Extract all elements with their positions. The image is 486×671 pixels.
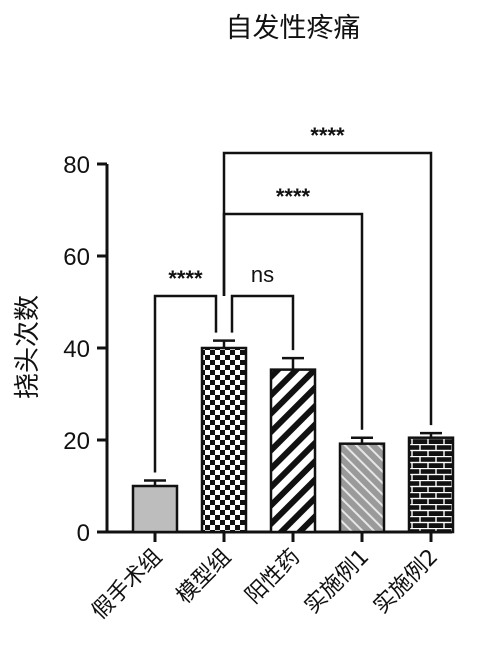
y-axis-label: 挠头次数: [13, 295, 43, 399]
bar-4: [340, 444, 384, 532]
significance-bracket: [224, 153, 431, 425]
bars: [133, 348, 453, 532]
y-tick-label: 80: [63, 152, 90, 179]
y-ticks: 0 20 40 60 80: [63, 152, 107, 547]
x-category-label: 模型组: [172, 545, 236, 609]
significance-label: ns: [251, 262, 274, 287]
bar-5: [409, 438, 453, 532]
significance-bracket: [232, 296, 293, 350]
y-tick-label: 0: [77, 520, 90, 547]
significance-label: ****: [168, 266, 203, 291]
x-category-label: 假手术组: [87, 545, 167, 625]
x-category-label: 阳性药: [241, 545, 305, 609]
chart-title: 自发性疼痛: [226, 13, 361, 44]
x-category-label: 实施例2: [369, 545, 443, 619]
y-tick-label: 20: [63, 428, 90, 455]
bar-2: [202, 348, 246, 532]
x-category-label: 实施例1: [300, 545, 374, 619]
x-category-labels: 假手术组模型组阳性药实施例1实施例2: [87, 532, 443, 624]
y-tick-label: 40: [63, 336, 90, 363]
y-tick-label: 60: [63, 244, 90, 271]
bar-1: [133, 486, 177, 532]
significance-label: ****: [310, 123, 345, 148]
bar-3: [271, 370, 315, 532]
significance-label: ****: [276, 184, 311, 209]
